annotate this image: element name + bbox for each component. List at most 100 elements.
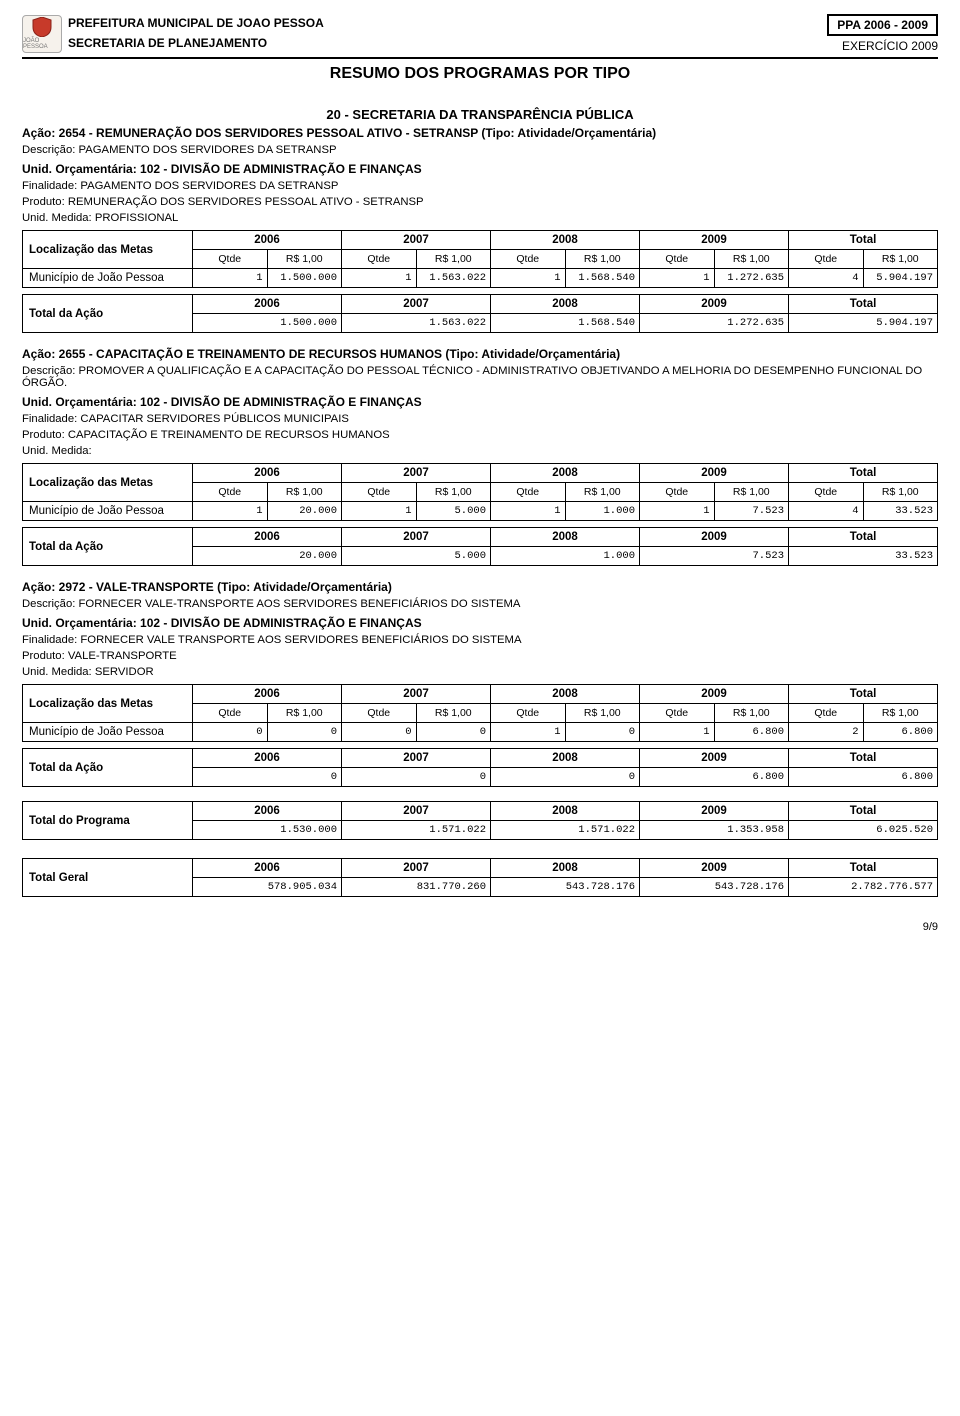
label-finalidade: Finalidade: (22, 180, 77, 192)
cell-qtde: 1 (491, 502, 566, 521)
rs-header: R$ 1,00 (267, 704, 342, 723)
year-header: 2008 (491, 859, 640, 878)
row-label: Município de João Pessoa (23, 502, 193, 521)
year-header: 2008 (491, 685, 640, 704)
qtde-header: Qtde (789, 483, 864, 502)
action-total-value: 1.500.000 (193, 314, 342, 333)
finalidade-text: FORNECER VALE TRANSPORTE AOS SERVIDORES … (80, 634, 521, 646)
description-line: Descrição: PAGAMENTO DOS SERVIDORES DA S… (22, 144, 938, 156)
description-line: Descrição: PROMOVER A QUALIFICAÇÃO E A C… (22, 365, 938, 389)
action-total-value: 0 (193, 768, 342, 787)
rs-header: R$ 1,00 (863, 483, 938, 502)
unid-orc-text: 102 - DIVISÃO DE ADMINISTRAÇÃO E FINANÇA… (140, 395, 422, 409)
cell-value: 20.000 (267, 502, 342, 521)
year-header: 2009 (640, 802, 789, 821)
qtde-header: Qtde (342, 250, 417, 269)
year-header: 2009 (640, 464, 789, 483)
cell-value: 1.500.000 (267, 269, 342, 288)
rs-header: R$ 1,00 (416, 250, 491, 269)
row-label: Município de João Pessoa (23, 269, 193, 288)
qtde-header: Qtde (342, 704, 417, 723)
entity-name: PREFEITURA MUNICIPAL DE JOAO PESSOA (68, 14, 324, 33)
finalidade-text: CAPACITAR SERVIDORES PÚBLICOS MUNICIPAIS (80, 413, 348, 425)
qtde-header: Qtde (193, 704, 268, 723)
year-header: 2006 (193, 528, 342, 547)
year-header: 2009 (640, 859, 789, 878)
table-row: Município de João Pessoa 1 20.000 1 5.00… (23, 502, 938, 521)
cell-qtde: 1 (342, 269, 417, 288)
rs-header: R$ 1,00 (863, 704, 938, 723)
cell-value: 5.000 (416, 502, 491, 521)
year-header: 2009 (640, 749, 789, 768)
label-descricao: Descrição: (22, 598, 75, 610)
year-header: 2008 (491, 802, 640, 821)
year-header: Total (789, 802, 938, 821)
produto-line: Produto: REMUNERAÇÃO DOS SERVIDORES PESS… (22, 196, 938, 208)
rs-header: R$ 1,00 (416, 483, 491, 502)
description-text: PROMOVER A QUALIFICAÇÃO E A CAPACITAÇÃO … (22, 365, 922, 389)
year-header: 2006 (193, 802, 342, 821)
unid-orcamentaria-line: Unid. Orçamentária: 102 - DIVISÃO DE ADM… (22, 616, 938, 630)
grand-total-value: 543.728.176 (640, 878, 789, 897)
year-header: 2009 (640, 685, 789, 704)
cell-value: 1.272.635 (714, 269, 789, 288)
fiscal-year: EXERCÍCIO 2009 (827, 39, 938, 53)
year-header: 2008 (491, 295, 640, 314)
grand-total-value: 831.770.260 (342, 878, 491, 897)
unid-orcamentaria-line: Unid. Orçamentária: 102 - DIVISÃO DE ADM… (22, 162, 938, 176)
action-title: Ação: 2655 - CAPACITAÇÃO E TREINAMENTO D… (22, 347, 938, 361)
rs-header: R$ 1,00 (714, 250, 789, 269)
cell-qtde: 1 (640, 723, 715, 742)
cell-value: 6.800 (714, 723, 789, 742)
cell-value: 5.904.197 (863, 269, 938, 288)
cell-value: 1.563.022 (416, 269, 491, 288)
qtde-header: Qtde (640, 704, 715, 723)
year-header: Total (789, 464, 938, 483)
year-header: Total (789, 295, 938, 314)
cell-value: 0 (416, 723, 491, 742)
logo-caption: JOÃO PESSOA (23, 38, 61, 50)
action-total-label: Total da Ação (23, 528, 193, 566)
description-line: Descrição: FORNECER VALE-TRANSPORTE AOS … (22, 598, 938, 610)
label-unid-orc: Unid. Orçamentária: (22, 616, 137, 630)
cell-qtde: 1 (491, 269, 566, 288)
label-produto: Produto: (22, 429, 65, 441)
label-unid-orc: Unid. Orçamentária: (22, 162, 137, 176)
qtde-header: Qtde (789, 250, 864, 269)
unid-medida-line: Unid. Medida: SERVIDOR (22, 666, 938, 678)
cell-value: 1.000 (565, 502, 640, 521)
action-total-value: 0 (342, 768, 491, 787)
grand-total-value: 543.728.176 (491, 878, 640, 897)
cell-value: 1.568.540 (565, 269, 640, 288)
action-total-value: 6.800 (640, 768, 789, 787)
cell-value: 6.800 (863, 723, 938, 742)
shield-icon (31, 17, 53, 37)
action-total-value: 5.000 (342, 547, 491, 566)
rs-header: R$ 1,00 (267, 483, 342, 502)
label-descricao: Descrição: (22, 365, 75, 377)
program-total-table: Total do Programa 2006 2007 2008 2009 To… (22, 801, 938, 840)
action-total-value: 6.800 (789, 768, 938, 787)
program-total-label: Total do Programa (23, 802, 193, 840)
year-header: Total (789, 528, 938, 547)
grand-total-table: Total Geral 2006 2007 2008 2009 Total 57… (22, 858, 938, 897)
rs-header: R$ 1,00 (565, 704, 640, 723)
finalidade-line: Finalidade: PAGAMENTO DOS SERVIDORES DA … (22, 180, 938, 192)
produto-line: Produto: CAPACITAÇÃO E TREINAMENTO DE RE… (22, 429, 938, 441)
finalidade-text: PAGAMENTO DOS SERVIDORES DA SETRANSP (80, 180, 338, 192)
cell-value: 0 (565, 723, 640, 742)
unid-orc-text: 102 - DIVISÃO DE ADMINISTRAÇÃO E FINANÇA… (140, 616, 422, 630)
label-unid-medida: Unid. Medida: (22, 445, 92, 457)
action-block: Ação: 2654 - REMUNERAÇÃO DOS SERVIDORES … (22, 126, 938, 333)
action-total-value: 20.000 (193, 547, 342, 566)
finalidade-line: Finalidade: FORNECER VALE TRANSPORTE AOS… (22, 634, 938, 646)
qtde-header: Qtde (491, 250, 566, 269)
metas-table: Localização das Metas 2006 2007 2008 200… (22, 230, 938, 288)
cell-qtde: 1 (640, 269, 715, 288)
cell-qtde: 0 (342, 723, 417, 742)
grand-total-value: 2.782.776.577 (789, 878, 938, 897)
metas-header: Localização das Metas (23, 685, 193, 723)
cell-qtde: 4 (789, 502, 864, 521)
year-header: Total (789, 859, 938, 878)
department-name: SECRETARIA DE PLANEJAMENTO (68, 34, 324, 53)
